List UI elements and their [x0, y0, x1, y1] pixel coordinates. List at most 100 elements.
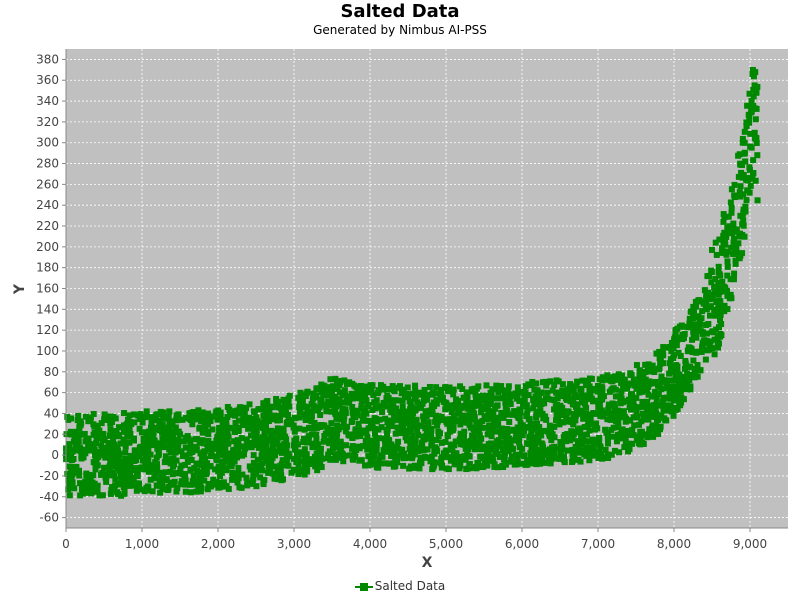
data-point	[435, 433, 442, 440]
data-point	[229, 469, 236, 476]
data-point	[433, 436, 440, 443]
data-point	[475, 383, 482, 390]
data-point	[699, 344, 706, 351]
data-point	[342, 428, 349, 435]
data-point	[586, 417, 593, 424]
data-point	[645, 361, 652, 368]
data-point	[480, 424, 487, 431]
data-point	[661, 377, 668, 384]
data-point	[563, 438, 570, 445]
data-point	[336, 389, 343, 396]
data-point	[159, 421, 166, 428]
data-point	[589, 421, 596, 428]
data-point	[551, 423, 558, 430]
data-point	[106, 463, 113, 470]
data-point	[182, 488, 189, 495]
data-point	[725, 248, 732, 255]
data-point	[724, 306, 731, 313]
data-point	[565, 390, 572, 397]
data-point	[131, 453, 138, 460]
data-point	[250, 418, 257, 425]
data-point	[194, 467, 201, 474]
data-point	[712, 290, 719, 297]
data-point	[144, 464, 151, 471]
data-point	[291, 437, 298, 444]
data-point	[664, 394, 671, 401]
data-point	[191, 447, 198, 454]
data-point	[213, 437, 220, 444]
data-point	[724, 258, 731, 265]
data-point	[438, 413, 445, 420]
data-point	[649, 362, 656, 369]
data-point	[361, 394, 368, 401]
data-point	[502, 399, 509, 406]
data-point	[727, 291, 734, 298]
data-point	[582, 382, 589, 389]
data-point	[558, 411, 565, 418]
data-point	[69, 448, 76, 455]
data-point	[222, 446, 229, 453]
data-point	[151, 415, 158, 422]
data-point	[378, 424, 385, 431]
data-point	[752, 69, 759, 76]
data-point	[684, 370, 691, 377]
data-point	[148, 424, 155, 431]
data-point	[78, 455, 85, 462]
data-point	[562, 395, 569, 402]
data-point	[442, 453, 449, 460]
data-point	[428, 425, 435, 432]
data-point	[606, 402, 613, 409]
data-point	[230, 454, 237, 461]
data-point	[269, 434, 276, 441]
data-point	[482, 453, 489, 460]
data-point	[141, 457, 148, 464]
data-point	[558, 440, 565, 447]
data-point	[391, 388, 398, 395]
data-point	[738, 169, 745, 176]
data-point	[557, 402, 564, 409]
data-point	[92, 466, 99, 473]
data-point	[735, 173, 742, 180]
data-point	[68, 431, 75, 438]
data-point	[340, 420, 347, 427]
data-point	[299, 467, 306, 474]
data-point	[675, 349, 682, 356]
data-point	[83, 435, 90, 442]
data-point	[612, 386, 619, 393]
data-point	[121, 410, 128, 417]
data-point	[76, 447, 83, 454]
data-point	[358, 402, 365, 409]
data-point	[66, 492, 73, 499]
y-tick-label: 360	[36, 73, 59, 87]
data-point	[478, 409, 485, 416]
data-point	[315, 386, 322, 393]
data-point	[303, 451, 310, 458]
data-point	[96, 492, 103, 499]
data-point	[737, 183, 744, 190]
data-point	[621, 413, 628, 420]
data-point	[126, 439, 133, 446]
data-point	[748, 144, 755, 151]
data-point	[527, 420, 534, 427]
data-point	[726, 295, 733, 302]
y-tick-label: 220	[36, 219, 59, 233]
data-point	[660, 344, 667, 351]
data-point	[369, 445, 376, 452]
data-point	[296, 425, 303, 432]
data-point	[609, 400, 616, 407]
data-point	[251, 430, 258, 437]
data-point	[450, 391, 457, 398]
data-point	[697, 367, 704, 374]
data-point	[443, 465, 450, 472]
data-point	[514, 413, 521, 420]
data-point	[385, 436, 392, 443]
data-point	[551, 381, 558, 388]
data-point	[120, 428, 127, 435]
data-point	[635, 404, 642, 411]
data-point	[494, 440, 501, 447]
data-point	[338, 443, 345, 450]
data-point	[369, 407, 376, 414]
data-point	[522, 461, 529, 468]
data-point	[656, 355, 663, 362]
data-point	[370, 392, 377, 399]
